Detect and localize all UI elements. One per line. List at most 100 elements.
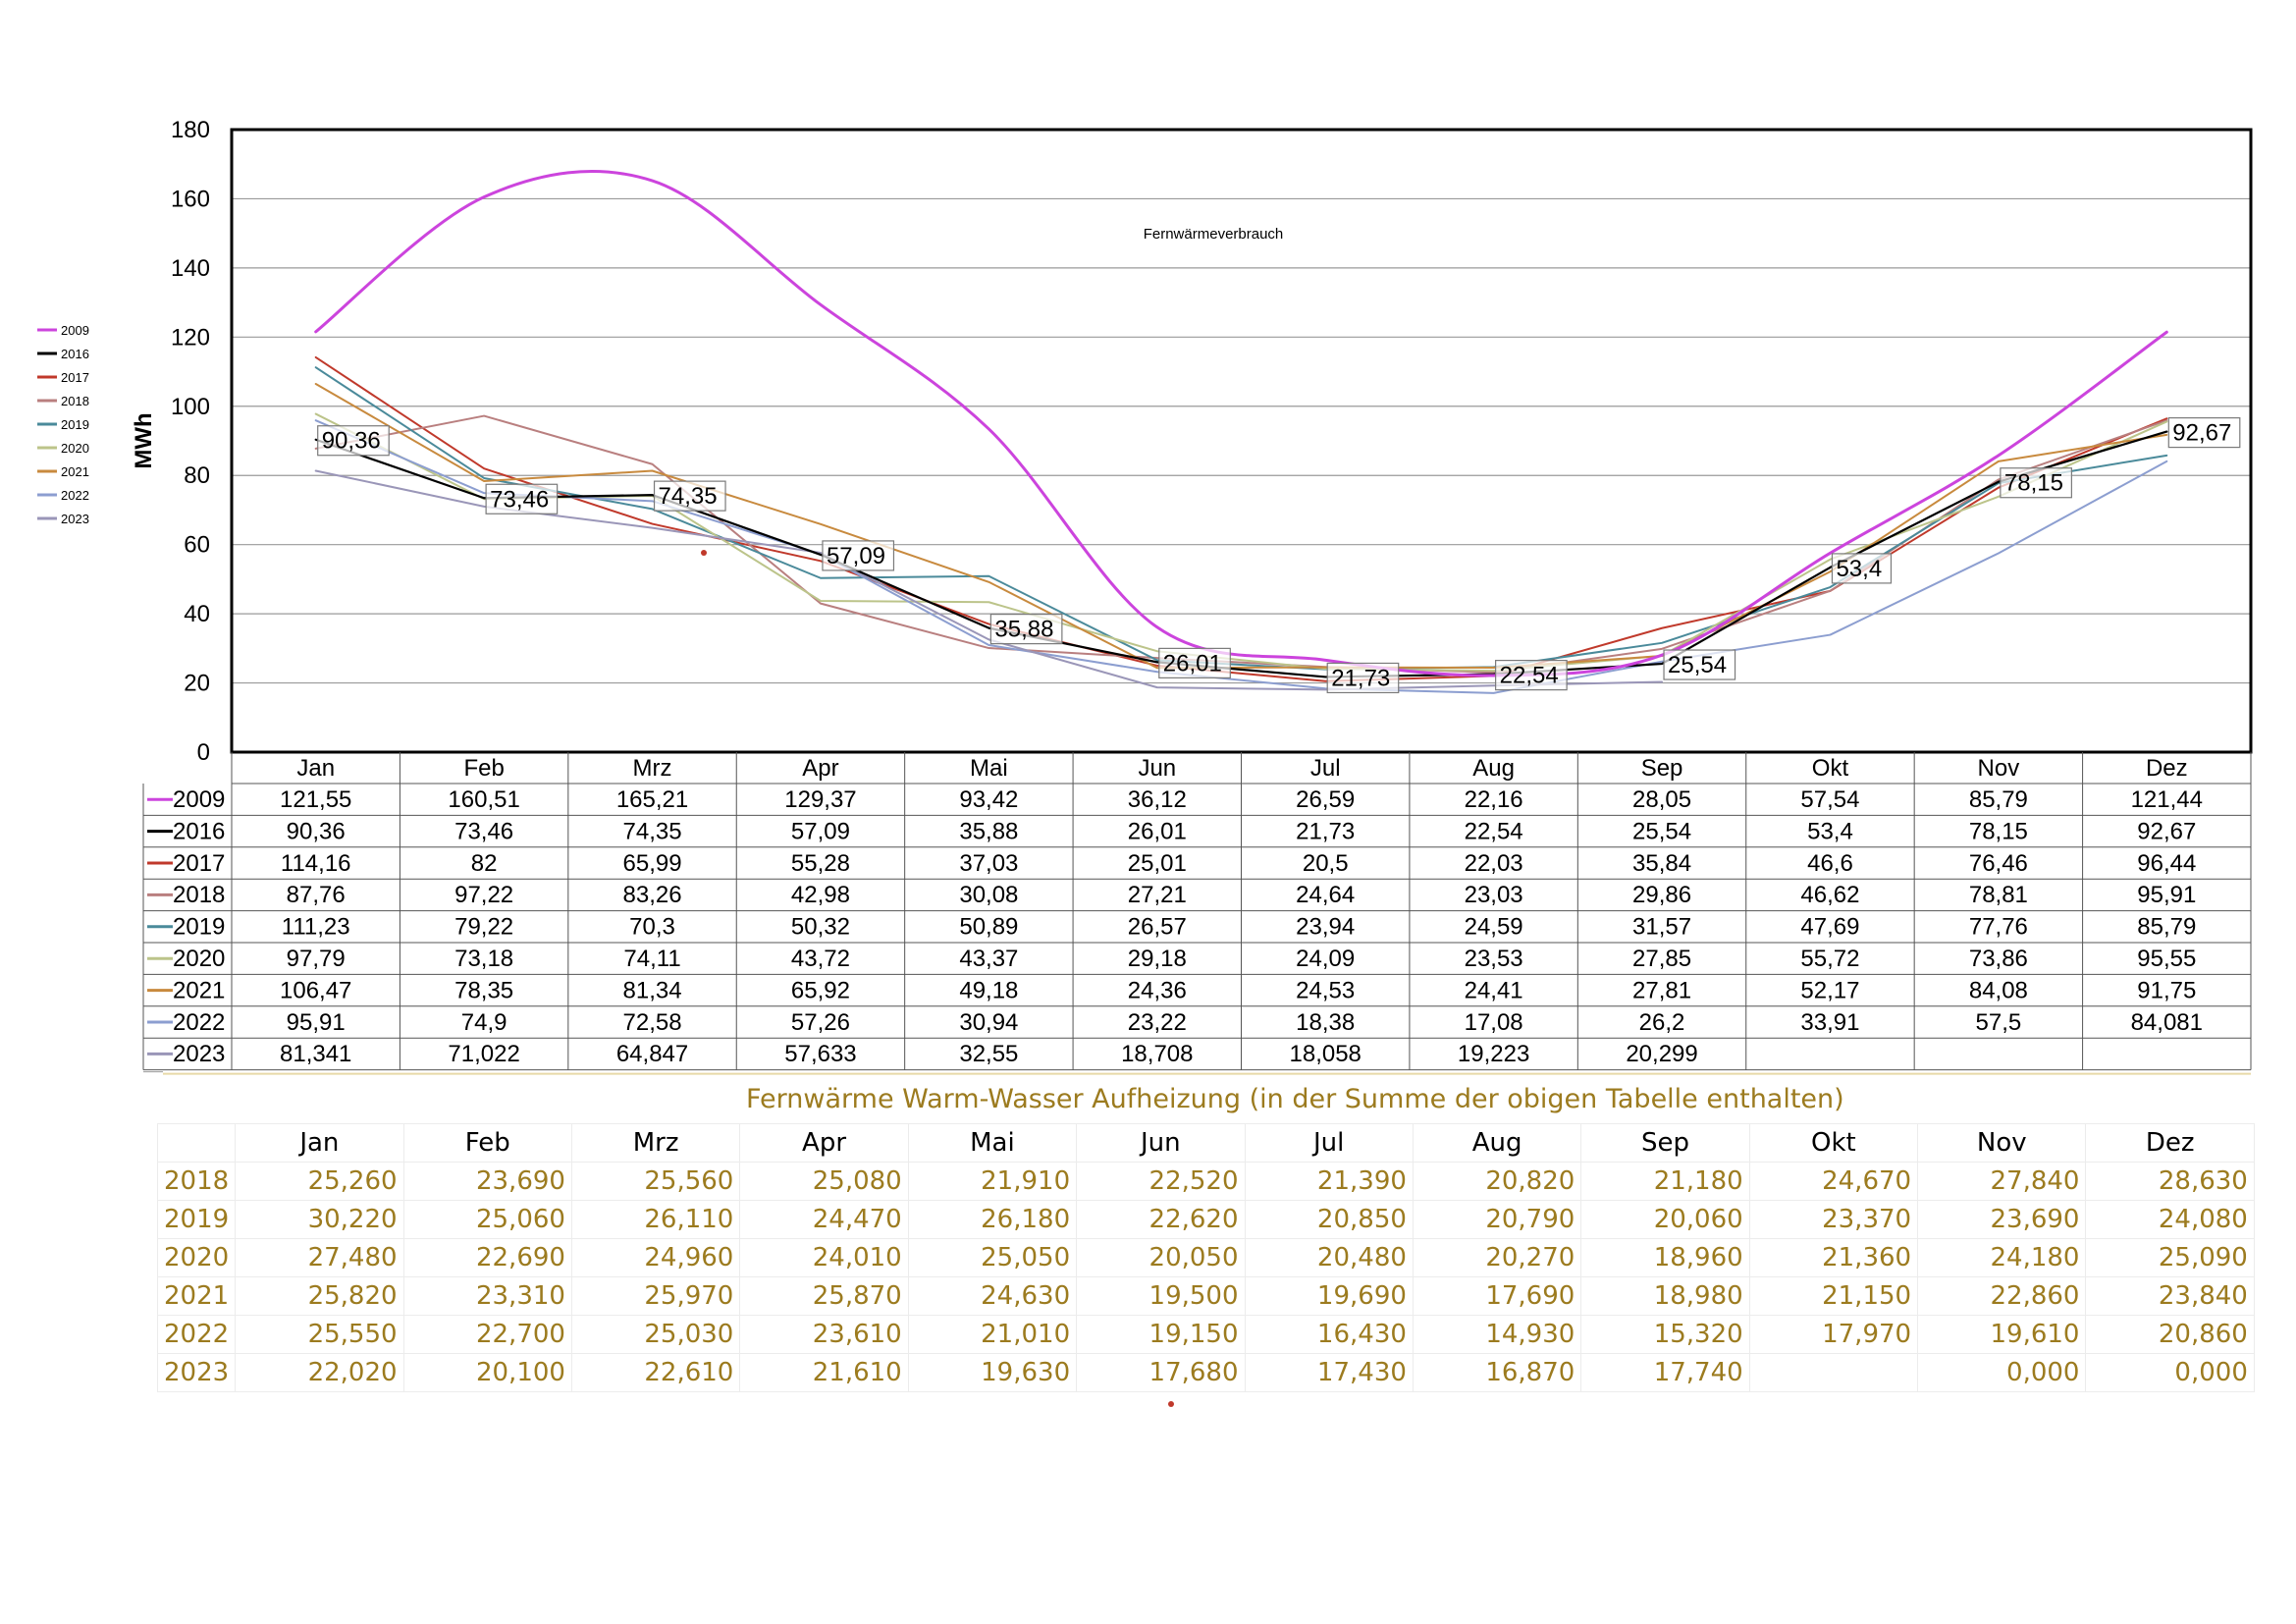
warmwasser-cell: 21,360 bbox=[1748, 1238, 1919, 1277]
warmwasser-cell: 28,630 bbox=[2085, 1162, 2255, 1201]
table-cell: 24,59 bbox=[1465, 914, 1523, 941]
data-label-box bbox=[2167, 416, 2241, 449]
table-cell: 82 bbox=[471, 850, 498, 877]
table-cell: 29,18 bbox=[1128, 946, 1187, 972]
warmwasser-cell: 22,610 bbox=[570, 1353, 741, 1392]
warmwasser-cell: 21,390 bbox=[1244, 1162, 1414, 1201]
table-cell: 85,79 bbox=[1969, 786, 2028, 813]
warmwasser-row: 2021 25,820 23,310 25,970 25,870 24,630 19,500… bbox=[156, 1276, 2255, 1316]
table-cell: 32,55 bbox=[959, 1041, 1018, 1067]
warmwasser-cell: 25,550 bbox=[235, 1315, 404, 1354]
table-cell: 20,5 bbox=[1303, 850, 1349, 877]
table-cell: 21,73 bbox=[1296, 818, 1355, 844]
table-cell: 160,51 bbox=[448, 786, 519, 813]
table-cell: 57,5 bbox=[1976, 1009, 2022, 1036]
table-cell: 27,81 bbox=[1632, 977, 1691, 1003]
table-cell: 46,6 bbox=[1807, 850, 1853, 877]
data-label-text: 78,15 bbox=[2004, 470, 2063, 497]
table-cell: 74,11 bbox=[623, 946, 680, 972]
table-cell: 78,15 bbox=[1969, 818, 2028, 844]
warmwasser-cell: 21,910 bbox=[907, 1162, 1078, 1201]
table-cell: 35,88 bbox=[959, 818, 1018, 844]
series-line-2021 bbox=[314, 382, 2168, 670]
warmwasser-cell: 18,980 bbox=[1580, 1276, 1750, 1316]
table-cell: 46,62 bbox=[1800, 882, 1859, 908]
warmwasser-cell: 25,970 bbox=[570, 1276, 741, 1316]
y-tick-label: 160 bbox=[171, 186, 210, 212]
warmwasser-cell: 22,690 bbox=[402, 1238, 572, 1277]
warmwasser-cell: 25,050 bbox=[907, 1238, 1078, 1277]
warmwasser-cell: 18,960 bbox=[1580, 1238, 1750, 1277]
warmwasser-cell: 20,790 bbox=[1412, 1200, 1582, 1239]
table-cell: 74,9 bbox=[461, 1009, 507, 1036]
table-cell: 20,299 bbox=[1626, 1041, 1697, 1067]
warmwasser-cell: 30,220 bbox=[235, 1200, 404, 1239]
warmwasser-cell: 20,820 bbox=[1412, 1162, 1582, 1201]
table-cell: 95,55 bbox=[2137, 946, 2196, 972]
table-cell: 76,46 bbox=[1969, 850, 2028, 877]
warmwasser-cell bbox=[1748, 1353, 1919, 1392]
data-label-text: 21,73 bbox=[1331, 665, 1390, 691]
warmwasser-row: 2020 27,480 22,690 24,960 24,010 25,050 20,050… bbox=[156, 1238, 2255, 1277]
table-cell: 17,08 bbox=[1465, 1009, 1523, 1036]
x-tick-label: Jun bbox=[1138, 755, 1176, 782]
table-cell: 81,341 bbox=[280, 1041, 351, 1067]
x-tick-label: Sep bbox=[1641, 755, 1683, 782]
warmwasser-cell: 24,630 bbox=[907, 1276, 1078, 1316]
x-tick-label: Mrz bbox=[633, 755, 672, 782]
legend-label: 2020 bbox=[61, 441, 89, 456]
warmwasser-cell: 23,370 bbox=[1748, 1200, 1919, 1239]
table-cell: 18,708 bbox=[1121, 1041, 1193, 1067]
data-label-text: 26,01 bbox=[1163, 650, 1222, 677]
table-cell: 57,633 bbox=[784, 1041, 856, 1067]
table-cell: 85,79 bbox=[2137, 914, 2196, 941]
warmwasser-month-header: Dez bbox=[2085, 1123, 2255, 1163]
warmwasser-year: 2021 bbox=[156, 1276, 237, 1316]
y-tick-label: 0 bbox=[197, 739, 210, 766]
table-cell: 73,18 bbox=[454, 946, 513, 972]
y-tick-label: 20 bbox=[184, 671, 210, 697]
data-label: 53,4 bbox=[1831, 553, 1893, 584]
x-tick-label: Dez bbox=[2146, 755, 2188, 782]
warmwasser-row: 2018 25,260 23,690 25,560 25,080 21,910 22,520… bbox=[156, 1162, 2255, 1201]
warmwasser-cell: 21,180 bbox=[1580, 1162, 1750, 1201]
warmwasser-month-header: Jun bbox=[1076, 1123, 1246, 1163]
legend-label: 2017 bbox=[61, 370, 89, 385]
legend-label: 2009 bbox=[61, 323, 89, 338]
data-label: 74,35 bbox=[653, 480, 726, 512]
table-cell: 97,79 bbox=[287, 946, 346, 972]
warmwasser-month-header: Apr bbox=[739, 1123, 909, 1163]
table-cell: 90,36 bbox=[287, 818, 346, 844]
table-cell: 106,47 bbox=[280, 977, 351, 1003]
legend-label: 2018 bbox=[61, 394, 89, 408]
warmwasser-cell: 23,610 bbox=[739, 1315, 909, 1354]
warmwasser-cell: 26,180 bbox=[907, 1200, 1078, 1239]
warmwasser-month-header: Mai bbox=[907, 1123, 1078, 1163]
table-cell: 30,08 bbox=[959, 882, 1018, 908]
warmwasser-cell: 17,680 bbox=[1076, 1353, 1246, 1392]
warmwasser-cell: 24,180 bbox=[1917, 1238, 2087, 1277]
y-tick-label: 40 bbox=[184, 601, 210, 627]
table-row-label: 2022 bbox=[173, 1009, 225, 1036]
x-tick-label: Aug bbox=[1472, 755, 1515, 782]
warmwasser-cell: 22,700 bbox=[402, 1315, 572, 1354]
warmwasser-month-header: Mrz bbox=[570, 1123, 741, 1163]
x-tick-label: Jan bbox=[296, 755, 335, 782]
warmwasser-cell: 19,500 bbox=[1076, 1276, 1246, 1316]
warmwasser-month-header: Sep bbox=[1580, 1123, 1750, 1163]
warmwasser-cell: 27,840 bbox=[1917, 1162, 2087, 1201]
table-cell: 28,05 bbox=[1632, 786, 1691, 813]
table-row-label: 2017 bbox=[173, 850, 225, 877]
table-cell: 31,57 bbox=[1632, 914, 1691, 941]
table-cell: 111,23 bbox=[282, 914, 350, 941]
table-cell: 57,26 bbox=[791, 1009, 850, 1036]
data-label: 78,15 bbox=[2000, 467, 2072, 499]
table-cell: 73,46 bbox=[454, 818, 513, 844]
table-cell: 71,022 bbox=[448, 1041, 519, 1067]
warmwasser-cell: 20,270 bbox=[1412, 1238, 1582, 1277]
warmwasser-cell: 17,970 bbox=[1748, 1315, 1919, 1354]
data-label-box bbox=[1663, 649, 1736, 680]
x-tick-label: Feb bbox=[463, 755, 504, 782]
table-row-label: 2016 bbox=[173, 818, 225, 844]
data-label: 22,54 bbox=[1495, 660, 1568, 691]
